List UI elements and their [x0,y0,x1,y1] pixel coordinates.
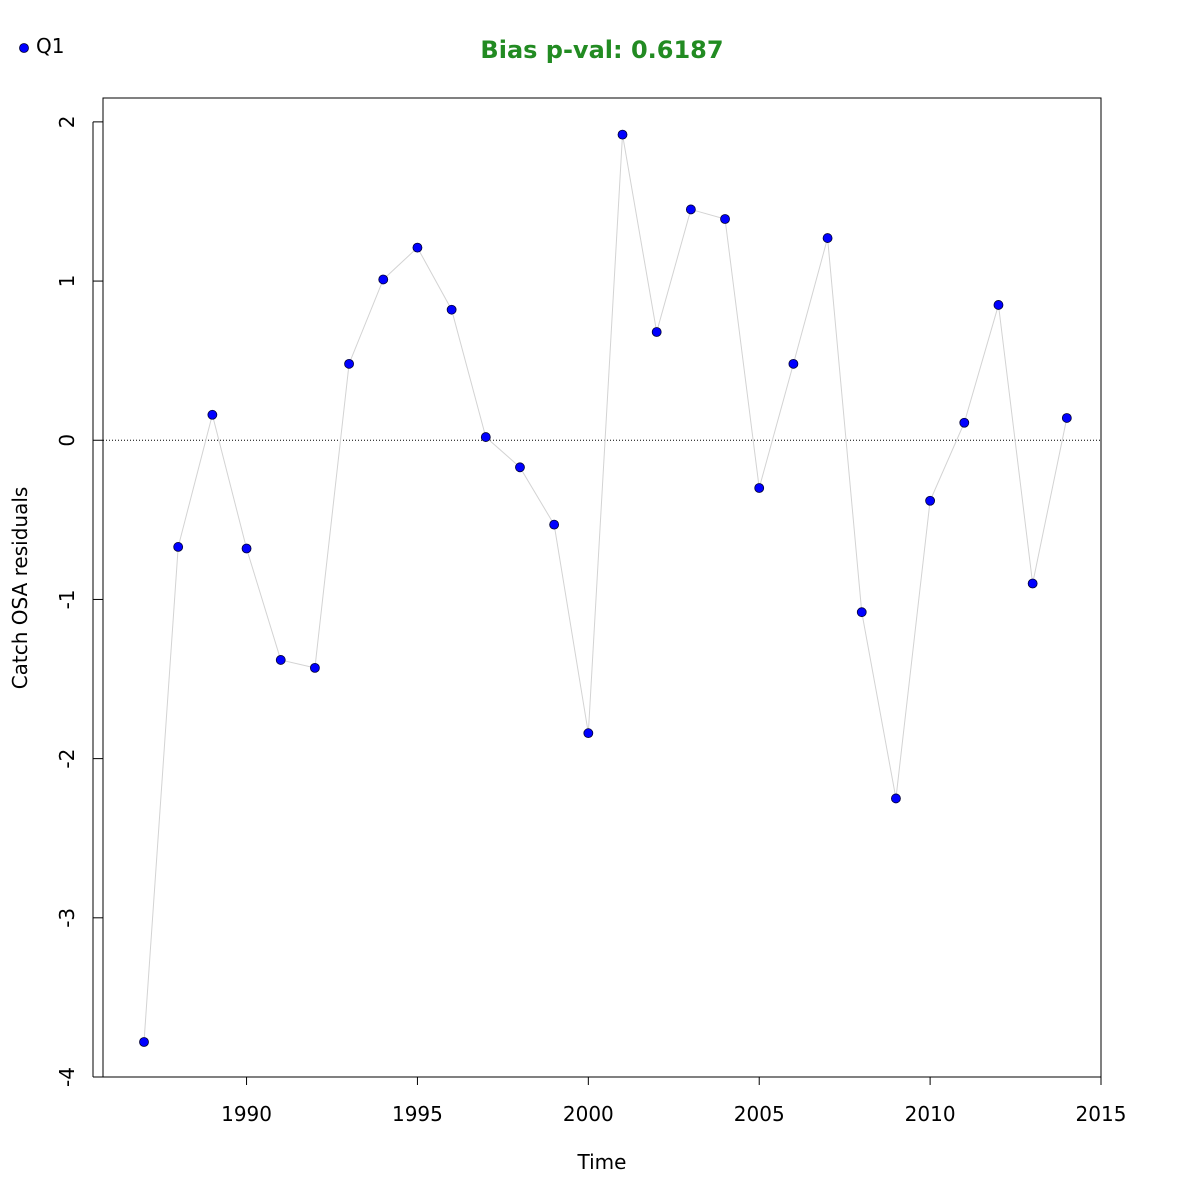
y-tick-label: 0 [55,434,79,447]
data-point [685,204,696,215]
data-point [651,327,662,337]
connector-line [143,134,1068,1043]
y-axis-title: Catch OSA residuals [8,487,32,690]
x-axis: 1990 1995 2000 2005 2010 2015 [221,1076,1127,1126]
data-point [173,542,184,552]
data-point [275,655,286,665]
connector-line-layer [143,134,1068,1043]
data-point [788,358,799,369]
chart-title: Bias p-val: 0.6187 [480,36,723,64]
data-point [754,483,765,493]
data-point [1061,413,1072,423]
y-tick-label: 2 [55,116,79,129]
data-point [207,409,218,420]
data-point [480,432,491,442]
legend-marker-q1 [19,43,29,53]
data-point [822,233,833,243]
x-tick-label: 2010 [905,1102,956,1126]
data-point [583,728,594,739]
y-axis: -4 -3 -2 -1 0 1 2 [55,116,103,1087]
plot-frame [102,97,1102,1078]
y-tick-label: -2 [55,749,79,769]
data-point [309,662,320,673]
data-point [412,242,423,253]
data-point [344,358,354,369]
y-tick-label: -4 [55,1067,79,1087]
x-tick-label: 1995 [392,1102,443,1126]
data-point [856,607,867,618]
data-point [617,129,628,140]
data-point [515,462,525,473]
data-point [139,1037,149,1047]
y-tick-label: -3 [55,908,79,928]
data-points-layer [139,129,1072,1047]
data-point [891,793,901,804]
x-axis-title: Time [577,1150,627,1174]
data-point [549,519,560,530]
legend: Q1 [19,34,64,58]
data-point [1027,578,1038,589]
data-point [959,417,970,428]
x-tick-label: 2000 [563,1102,614,1126]
data-point [446,304,457,315]
y-tick-label: 1 [55,275,79,288]
x-tick-label: 2015 [1076,1102,1127,1126]
x-tick-label: 1990 [221,1102,272,1126]
data-point [720,214,730,224]
data-point [241,543,252,554]
x-tick-label: 2005 [734,1102,785,1126]
legend-label-q1: Q1 [36,34,64,58]
data-point [378,274,389,285]
data-point [925,495,936,506]
data-point [993,300,1004,310]
y-tick-label: -1 [55,589,79,609]
